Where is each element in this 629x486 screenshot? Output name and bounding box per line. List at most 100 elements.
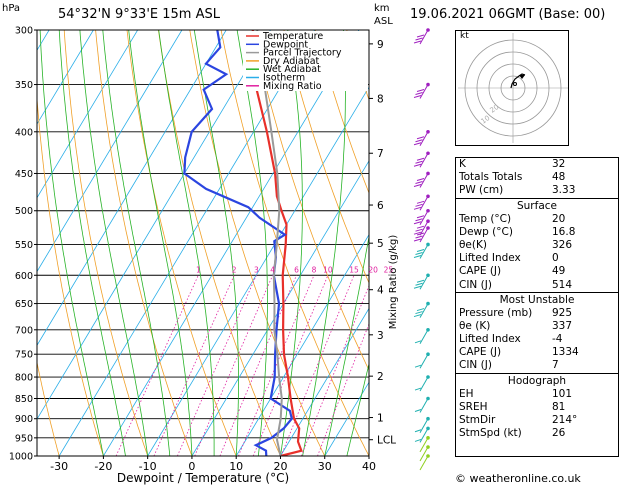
surface-label: Lifted Index [459,252,521,265]
wind-barb-feather [415,180,423,184]
km-tick-label: 5 [377,238,384,250]
isotherm-line [235,233,369,456]
legend-label: Wet Adiabat [263,64,321,75]
wet-adiabat-line [128,30,193,456]
index-label: PW (cm) [459,184,504,197]
pressure-tick-label: 600 [15,271,33,282]
wind-barb-feather [413,163,422,167]
location-title: 54°32'N 9°33'E 15m ASL [58,7,220,22]
most-unstable-label: CIN (J) [459,359,492,372]
temp-tick-label: 0 [188,460,195,473]
pressure-tick-label: 750 [15,350,33,361]
most-unstable-label: Lifted Index [459,333,521,346]
surface-value: 0 [552,252,559,265]
legend-label: Isotherm [263,73,305,84]
dry-adiabat-line [314,30,369,195]
indices-table: K 32 Totals Totals 48 PW (cm) 3.33 Surface Te… [455,157,619,457]
dry-adiabat-line [158,30,281,456]
wind-barb-feather [415,218,423,222]
hodograph-label: StmDir [459,414,496,426]
wind-barb-feather [416,34,425,38]
surface-row: Dewp (°C) 16.8 [456,226,618,239]
index-value: 3.33 [552,184,576,197]
wind-barb-feather [413,314,422,318]
surface-row: CIN (J) 514 [456,279,618,292]
hodograph-value: 101 [552,387,573,400]
wind-barb-feather [413,142,422,146]
km-tick-label: 9 [377,39,384,51]
wind-barb-feather [416,89,425,93]
surface-title: Surface [516,199,557,212]
surface-value: 326 [552,238,573,251]
series-temperature [251,30,303,456]
wind-barb-feather [413,231,422,235]
pressure-tick-label: 500 [15,206,33,217]
most-unstable-label: θe (K) [459,319,491,332]
wind-barb-shaft [419,376,429,392]
most-unstable-row: θe (K) 337 [456,320,618,333]
wind-barb-feather [414,438,422,442]
surface-label: CIN (J) [459,278,492,291]
dry-adiabat-line [252,30,369,372]
wind-barb-feather [415,160,423,164]
wind-barb-feather [413,183,422,187]
wet-adiabat-line [346,362,369,456]
temp-tick-label: -20 [94,460,112,473]
wind-barb-feather [413,238,422,242]
isotherm-line [324,381,369,456]
surface-label: Temp (°C) [459,212,512,225]
wet-adiabat-line [102,30,171,456]
index-label: K [459,158,466,170]
index-value: 48 [552,171,566,184]
km-tick-label: 3 [377,330,384,342]
mixing-ratio-label: 6 [294,265,299,274]
wind-barb-shaft [419,196,429,211]
hodograph-value: 214° [552,414,578,426]
wind-barb-shaft [419,303,429,318]
wind-barb-feather [416,157,425,161]
temp-tick-label: -10 [139,460,157,473]
wind-barb-shaft [419,244,429,259]
wind-barb-shaft [419,329,429,345]
wind-barb-shaft [419,353,429,369]
wind-barb-feather [415,139,423,143]
mixing-ratio-line [153,275,235,456]
wind-barb-shaft [419,455,429,471]
surface-row: Temp (°C) 20 [456,213,618,226]
mixing-ratio-label: 1 [196,265,201,274]
isotherm-line [37,30,139,199]
hodograph-unit-label: kt [460,31,469,41]
dry-adiabat-line [220,30,369,456]
wind-barb-shaft [419,437,429,453]
surface-row: CAPE (J) 49 [456,265,618,278]
svg-text:20: 20 [489,103,501,115]
dry-adiabat-line [189,30,326,456]
hodograph-label: EH [459,387,474,400]
hodograph-row: SREH 81 [456,401,618,414]
temp-tick-label: 20 [273,460,287,473]
index-row: K 32 [456,158,618,171]
wind-barb-feather [416,232,425,236]
wind-barb-feather [415,228,423,232]
isotherm-line [0,30,5,456]
legend-label: Dry Adiabat [263,56,320,67]
wet-adiabat-line [39,30,104,456]
most-unstable-label: Pressure (mb) [459,306,533,319]
mixing-ratio-line [301,284,369,456]
temp-tick-label: 10 [229,460,243,473]
mixing-ratio-label: 2 [232,265,237,274]
wet-adiabat-line [79,30,149,456]
wind-barb-feather [415,37,423,41]
mixing-ratio-line [238,275,315,456]
wind-barb-feather [416,215,425,219]
mixing-ratio-line [177,275,257,456]
pressure-tick-label: 450 [15,169,33,180]
hodograph-table-title: Hodograph [507,374,567,387]
surface-value: 49 [552,265,566,278]
series-dewpoint [183,30,293,456]
most-unstable-row: Pressure (mb) 925 [456,307,618,320]
most-unstable-value: 7 [552,359,559,372]
index-label: Totals Totals [459,171,523,184]
hodograph-row: StmSpd (kt) 26 [456,427,618,440]
